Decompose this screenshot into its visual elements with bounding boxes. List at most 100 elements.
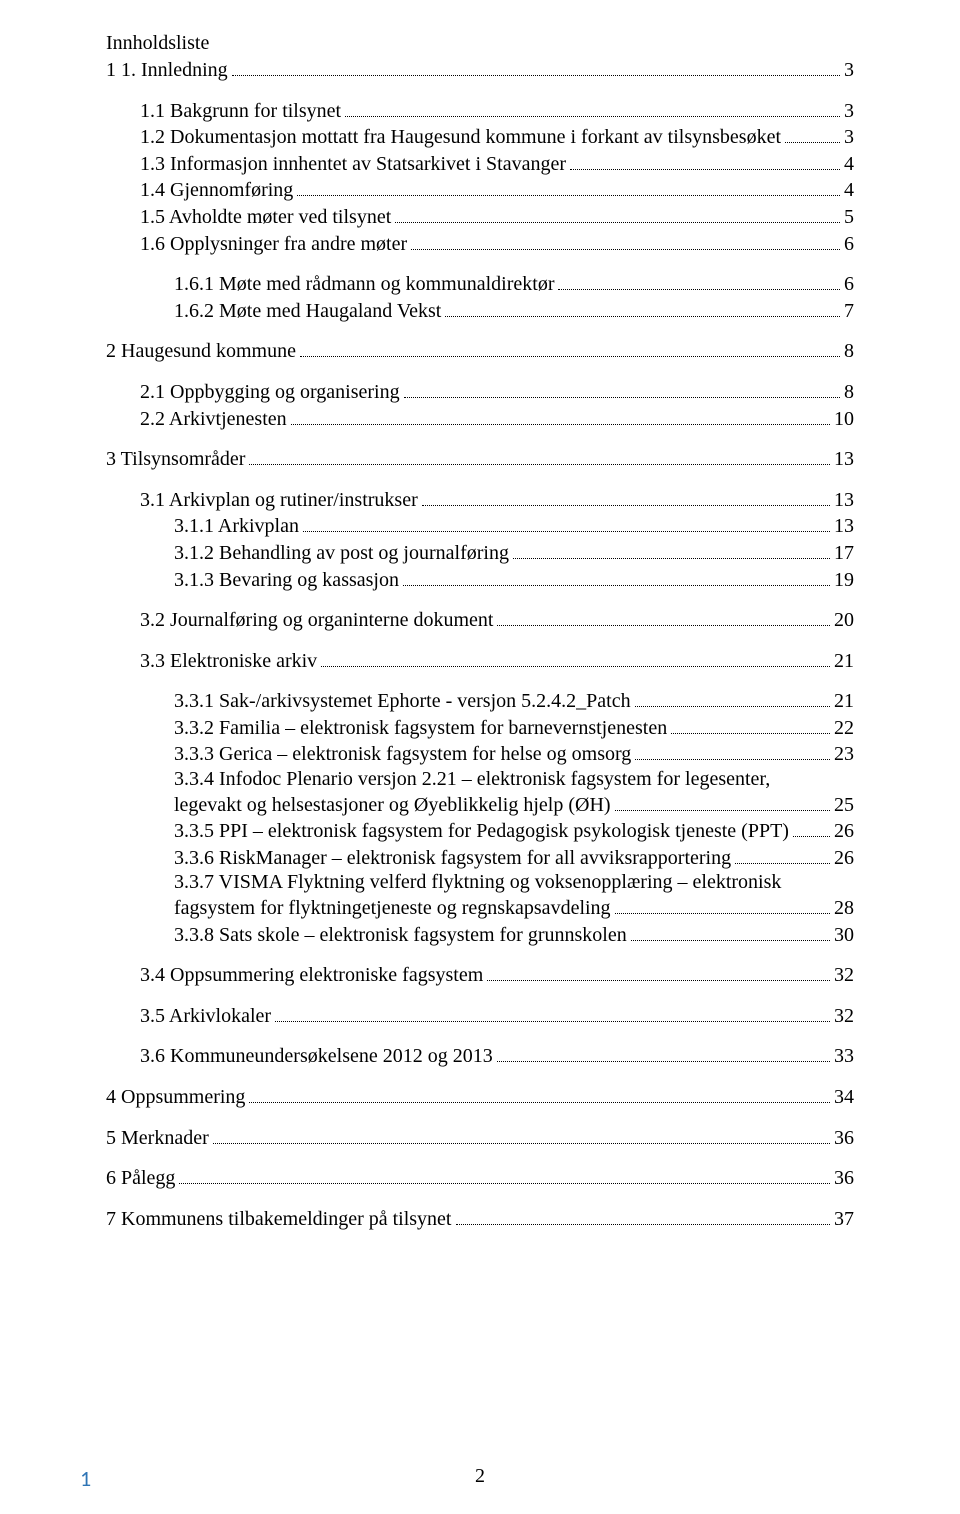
toc-entry-page: 3 <box>844 100 854 124</box>
toc-leader <box>411 231 840 250</box>
table-of-contents: 1 1. Innledning3 1.1 Bakgrunn for tilsyne… <box>106 57 854 1246</box>
toc-entry-page: 19 <box>834 569 854 593</box>
toc-spacer <box>106 1151 854 1165</box>
toc-entry[interactable]: 1.6.1 Møte med rådmann og kommunaldirekt… <box>106 271 854 297</box>
toc-spacer <box>106 365 854 379</box>
toc-entry[interactable]: 3.6 Kommuneundersøkelsene 2012 og 201333 <box>106 1043 854 1069</box>
toc-entry[interactable]: 3 Tilsynsområder13 <box>106 446 854 472</box>
toc-leader <box>404 379 840 398</box>
toc-entry[interactable]: 1.4 Gjennomføring 4 <box>106 177 854 203</box>
toc-leader <box>785 124 840 143</box>
toc-spacer <box>106 84 854 98</box>
toc-leader <box>456 1206 831 1225</box>
toc-spacer <box>106 1232 854 1246</box>
toc-entry-page: 4 <box>844 153 854 177</box>
toc-leader <box>570 151 840 170</box>
toc-spacer <box>106 1192 854 1206</box>
toc-entry-label: 3.4 Oppsummering elektroniske fagsystem <box>140 964 483 988</box>
page-number: 2 <box>0 1465 960 1488</box>
toc-entry[interactable]: 3.4 Oppsummering elektroniske fagsystem3… <box>106 962 854 988</box>
toc-entry-page: 10 <box>834 408 854 432</box>
toc-entry-label: 3.3.7 VISMA Flyktning velferd flyktning … <box>174 871 854 895</box>
toc-entry[interactable]: 1.6.2 Møte med Haugaland Vekst7 <box>106 298 854 324</box>
toc-entry-label: 3 Tilsynsområder <box>106 448 245 472</box>
toc-leader <box>232 57 840 76</box>
toc-entry[interactable]: 1.1 Bakgrunn for tilsynet 3 <box>106 98 854 124</box>
toc-entry[interactable]: 3.3.5 PPI – elektronisk fagsystem for Pe… <box>106 818 854 844</box>
toc-entry[interactable]: 1.6 Opplysninger fra andre møter6 <box>106 231 854 257</box>
toc-leader <box>345 98 840 117</box>
toc-leader <box>558 271 840 290</box>
toc-entry[interactable]: 1.5 Avholdte møter ved tilsynet5 <box>106 204 854 230</box>
toc-entry[interactable]: 7 Kommunens tilbakemeldinger på tilsynet… <box>106 1206 854 1232</box>
toc-entry-label: 3.3.4 Infodoc Plenario versjon 2.21 – el… <box>174 768 854 792</box>
toc-leader <box>793 818 830 837</box>
toc-entry[interactable]: 6 Pålegg36 <box>106 1165 854 1191</box>
toc-leader <box>671 715 830 734</box>
toc-entry-label: 2.2 Arkivtjenesten <box>140 408 287 432</box>
toc-entry-label: 1.1 Bakgrunn for tilsynet <box>140 100 341 124</box>
toc-entry-label: 1.6.1 Møte med rådmann og kommunaldirekt… <box>174 273 554 297</box>
toc-entry-label: 3.2 Journalføring og organinterne dokume… <box>140 609 493 633</box>
toc-entry[interactable]: 3.3.2 Familia – elektronisk fagsystem fo… <box>106 715 854 741</box>
toc-entry-label: 2 Haugesund kommune <box>106 340 296 364</box>
toc-entry[interactable]: 3.3.3 Gerica – elektronisk fagsystem for… <box>106 741 854 767</box>
toc-entry[interactable]: 1.3 Informasjon innhentet av Statsarkive… <box>106 151 854 177</box>
toc-entry[interactable]: 2 Haugesund kommune8 <box>106 338 854 364</box>
toc-entry-page: 32 <box>834 1005 854 1029</box>
toc-entry[interactable]: 3.1.3 Bevaring og kassasjon 19 <box>106 567 854 593</box>
toc-entry-page: 33 <box>834 1045 854 1069</box>
toc-leader <box>249 1084 830 1103</box>
toc-entry[interactable]: 3.1.2 Behandling av post og journalførin… <box>106 540 854 566</box>
toc-entry-label: 1.4 Gjennomføring <box>140 179 293 203</box>
toc-entry-label: 1.3 Informasjon innhentet av Statsarkive… <box>140 153 566 177</box>
toc-entry[interactable]: 3.1 Arkivplan og rutiner/instrukser13 <box>106 487 854 513</box>
toc-entry-page: 7 <box>844 300 854 324</box>
toc-entry[interactable]: 3.3.6 RiskManager – elektronisk fagsyste… <box>106 845 854 871</box>
toc-entry[interactable]: 3.3 Elektroniske arkiv21 <box>106 648 854 674</box>
toc-entry[interactable]: 3.3.1 Sak-/arkivsystemet Ephorte - versj… <box>106 688 854 714</box>
toc-entry[interactable]: 3.3.8 Sats skole – elektronisk fagsystem… <box>106 922 854 948</box>
toc-entry-page: 13 <box>834 515 854 539</box>
toc-leader <box>403 567 830 586</box>
page: Innholdsliste 1 1. Innledning3 1.1 Bakgru… <box>0 0 960 1514</box>
toc-leader <box>513 540 830 559</box>
toc-leader <box>635 688 830 707</box>
toc-entry-label: 3.1.3 Bevaring og kassasjon <box>174 569 399 593</box>
toc-entry[interactable]: 1.2 Dokumentasjon mottatt fra Haugesund … <box>106 124 854 150</box>
toc-entry[interactable]: 3.1.1 Arkivplan13 <box>106 513 854 539</box>
toc-entry[interactable]: 3.3.7 VISMA Flyktning velferd flyktning … <box>106 871 854 920</box>
toc-spacer <box>106 1029 854 1043</box>
toc-leader <box>497 1043 830 1062</box>
toc-leader <box>179 1165 830 1184</box>
toc-entry-page: 4 <box>844 179 854 203</box>
toc-entry[interactable]: 1 1. Innledning3 <box>106 57 854 83</box>
toc-entry[interactable]: 2.1 Oppbygging og organisering8 <box>106 379 854 405</box>
toc-entry[interactable]: 3.3.4 Infodoc Plenario versjon 2.21 – el… <box>106 768 854 817</box>
toc-entry-label: 6 Pålegg <box>106 1167 175 1191</box>
toc-entry-label: 4 Oppsummering <box>106 1086 245 1110</box>
toc-entry-page: 30 <box>834 924 854 948</box>
toc-entry-label: 1.6 Opplysninger fra andre møter <box>140 233 407 257</box>
toc-entry-label: 3.3.3 Gerica – elektronisk fagsystem for… <box>174 743 631 767</box>
toc-entry[interactable]: 3.2 Journalføring og organinterne dokume… <box>106 607 854 633</box>
toc-entry-page: 28 <box>834 897 854 921</box>
toc-entry[interactable]: 3.5 Arkivlokaler32 <box>106 1003 854 1029</box>
toc-leader <box>615 895 830 914</box>
toc-entry-label: 3.3.5 PPI – elektronisk fagsystem for Pe… <box>174 820 789 844</box>
toc-entry-label: legevakt og helsestasjoner og Øyeblikkel… <box>174 794 611 818</box>
toc-spacer <box>106 432 854 446</box>
toc-leader <box>297 177 840 196</box>
toc-spacer <box>106 593 854 607</box>
toc-entry-label: 3.3.8 Sats skole – elektronisk fagsystem… <box>174 924 627 948</box>
toc-entry-label: 3.3.6 RiskManager – elektronisk fagsyste… <box>174 847 731 871</box>
toc-entry[interactable]: 5 Merknader36 <box>106 1125 854 1151</box>
toc-leader <box>631 922 830 941</box>
toc-entry-label: 3.1 Arkivplan og rutiner/instrukser <box>140 489 418 513</box>
toc-entry-label: 2.1 Oppbygging og organisering <box>140 381 400 405</box>
toc-leader <box>303 513 830 532</box>
toc-title: Innholdsliste <box>106 32 854 55</box>
toc-entry[interactable]: 2.2 Arkivtjenesten 10 <box>106 406 854 432</box>
toc-spacer <box>106 634 854 648</box>
toc-entry[interactable]: 4 Oppsummering34 <box>106 1084 854 1110</box>
